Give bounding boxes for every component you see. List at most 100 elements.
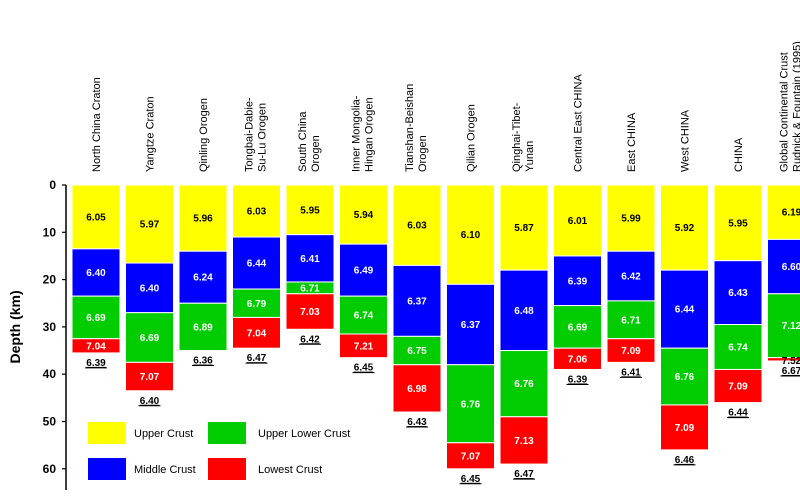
segment-value-label: 6.40 (86, 268, 106, 279)
segment-value-label: 7.09 (675, 423, 695, 434)
bar-columns: North China Craton 6.05 6.40 6.69 7.04 6.39 Ya… (71, 41, 800, 485)
bar-segment-upper (339, 184, 388, 245)
column-group: Inner Mongolia- Hingan Orogen 5.94 6.49 6.74… (339, 95, 388, 374)
bar-segment-upper (232, 184, 281, 238)
column-average-label: 6.36 (193, 356, 213, 367)
column-label: Hingan Orogen (364, 97, 376, 172)
bar-segment-lowest (660, 404, 709, 451)
segment-value-label: 6.19 (782, 208, 800, 219)
segment-value-label: 6.37 (461, 320, 481, 331)
segment-value-label: 6.75 (407, 346, 427, 357)
column-label: Inner Mongolia- (351, 95, 363, 172)
legend: Upper Crust Upper Lower Crust Middle Crust… (88, 422, 350, 480)
column-average-label: 6.39 (568, 374, 588, 385)
segment-value-label: 6.40 (140, 283, 160, 294)
column-group: Qinling Orogen 5.96 6.24 6.89 6.36 (178, 98, 228, 367)
segment-value-label: 6.37 (407, 296, 427, 307)
bar-segment-lowest (553, 347, 602, 370)
column-average-label: 6.40 (140, 396, 160, 407)
segment-value-label: 6.39 (568, 276, 588, 287)
segment-value-label: 7.13 (514, 436, 534, 447)
column-label: Qinghai-Tibet- (511, 102, 523, 172)
column-label: Orogen (310, 135, 322, 172)
legend-label-upper: Upper Crust (134, 428, 193, 440)
segment-value-label: 5.96 (193, 214, 213, 225)
column-label: Yunan (524, 141, 536, 172)
bar-segment-lowest (392, 364, 442, 413)
segment-value-label: 6.44 (247, 259, 267, 270)
bar-segment-upperLower (660, 347, 709, 406)
y-axis-title: Depth (km) (7, 290, 23, 363)
segment-value-label: 6.71 (300, 283, 320, 294)
column-average-label: 6.41 (621, 367, 641, 378)
segment-value-label: 6.69 (568, 322, 588, 333)
segment-value-label: 6.98 (407, 384, 427, 395)
segment-value-label: 7.12 (782, 321, 800, 332)
column-group: North China Craton 6.05 6.40 6.69 7.04 6.39 (71, 77, 121, 369)
column-label: Tianshan-Beishan (404, 84, 416, 172)
legend-label-lowest: Lowest Crust (258, 464, 322, 476)
bar-segment-upperLower (178, 302, 228, 352)
bar-segment-upper (178, 184, 228, 252)
segment-value-label: 7.04 (86, 341, 106, 352)
y-tick-label: 10 (43, 225, 57, 239)
segment-value-label: 6.76 (675, 372, 695, 383)
column-group: CHINA 5.95 6.43 6.74 7.09 6.44 (713, 137, 763, 419)
y-tick-label: 20 (43, 273, 57, 287)
column-average-label: 6.44 (728, 408, 748, 419)
bar-segment-lowest (339, 333, 388, 359)
column-average-label: 6.42 (300, 334, 320, 345)
column-average-label: 6.45 (461, 474, 481, 485)
column-group: South China Orogen 5.95 6.41 6.71 7.03 6.42 (285, 111, 335, 345)
bar-segment-middle (499, 269, 549, 352)
segment-value-label: 5.92 (675, 223, 695, 234)
y-tick-label: 60 (43, 462, 57, 476)
column-group: Yangtze Craton 5.97 6.40 6.69 7.07 6.40 (125, 96, 174, 407)
bar-segment-lowest (125, 361, 174, 392)
column-group: East CHINA 5.99 6.42 6.71 7.09 6.41 (606, 112, 656, 378)
segment-value-label: 5.95 (728, 218, 748, 229)
bar-segment-lowest (767, 357, 800, 362)
segment-value-label: 7.52 (782, 356, 800, 367)
y-tick-label: 40 (43, 367, 57, 381)
bar-segment-upper (125, 184, 174, 264)
bar-segment-lowest (71, 338, 121, 354)
segment-value-label: 7.09 (728, 382, 748, 393)
segment-value-label: 6.01 (568, 216, 588, 227)
column-label: Tongbai-Dabie- (244, 97, 256, 172)
segment-value-label: 6.74 (354, 311, 374, 322)
bar-segment-upper (446, 184, 495, 285)
y-tick-label: 30 (43, 320, 57, 334)
bar-segment-upper (285, 184, 335, 236)
y-axis: 0 10 20 30 40 50 60 (43, 178, 67, 490)
bar-segment-middle (713, 260, 763, 326)
column-label: Rudnick & Fountain (1995) (792, 41, 800, 172)
column-label: Central East CHINA (573, 74, 585, 172)
segment-value-label: 6.49 (354, 266, 374, 277)
bar-segment-middle (232, 236, 281, 290)
bar-segment-upperLower (553, 305, 602, 349)
column-label: North China Craton (91, 77, 103, 172)
legend-swatch-lowest (208, 458, 246, 480)
column-label: Yangtze Craton (145, 96, 157, 172)
segment-value-label: 7.03 (300, 307, 320, 318)
segment-value-label: 6.48 (514, 306, 534, 317)
segment-value-label: 6.44 (675, 305, 695, 316)
bar-segment-upper (713, 184, 763, 262)
segment-value-label: 6.69 (86, 313, 106, 324)
segment-value-label: 6.79 (247, 299, 267, 310)
y-tick-label: 0 (49, 178, 56, 192)
bar-segment-upper (553, 184, 602, 257)
column-group: Qilian Orogen 6.10 6.37 6.76 7.07 6.45 (446, 104, 495, 485)
bar-segment-middle (339, 243, 388, 297)
column-group: West CHINA 5.92 6.44 6.76 7.09 6.46 (660, 109, 709, 466)
column-group: Tianshan-Beishan Orogen 6.03 6.37 6.75 6.98 6.… (392, 84, 442, 428)
bar-segment-upperLower (339, 295, 388, 335)
segment-value-label: 5.97 (140, 220, 160, 231)
bar-segment-lowest (446, 442, 495, 470)
segment-value-label: 7.21 (354, 341, 374, 352)
legend-label-middle: Middle Crust (134, 464, 196, 476)
segment-value-label: 5.95 (300, 205, 320, 216)
